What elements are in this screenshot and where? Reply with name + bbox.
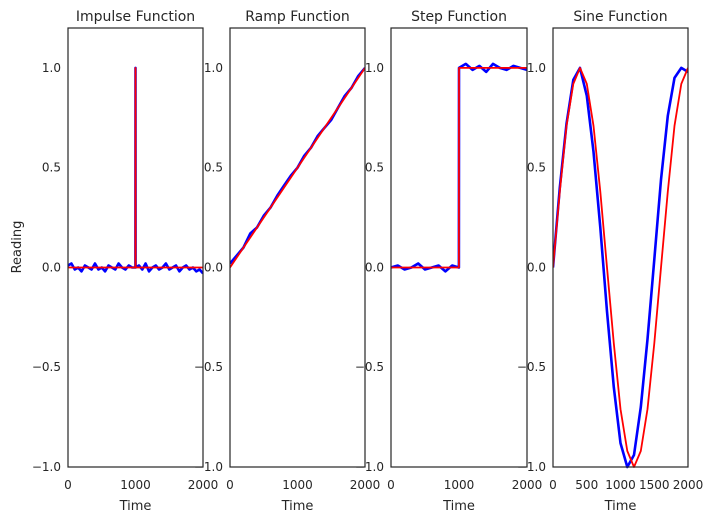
x-tick-label: 0 xyxy=(64,478,72,492)
x-tick-label: 0 xyxy=(549,478,557,492)
y-tick-label: −0.5 xyxy=(194,360,223,374)
x-tick-label: 1500 xyxy=(639,478,670,492)
axes-frame xyxy=(229,27,366,468)
y-tick-label: −0.5 xyxy=(355,360,384,374)
x-tick-label: 1000 xyxy=(605,478,636,492)
subplot-title: Step Function xyxy=(411,9,507,25)
x-axis-label: Time xyxy=(281,499,314,514)
y-tick-label: 0.0 xyxy=(42,260,61,274)
axes-frame xyxy=(67,27,204,468)
plot-lines xyxy=(68,66,203,275)
clean-series-line xyxy=(68,67,203,269)
clean-series-line xyxy=(230,67,365,269)
x-tick-label: 2000 xyxy=(673,478,704,492)
x-axis-label: Time xyxy=(442,499,475,514)
y-tick-label: −1.0 xyxy=(32,460,61,474)
x-tick-label: 1000 xyxy=(120,478,151,492)
axes-frame xyxy=(390,27,528,468)
y-tick-label: 1.0 xyxy=(204,61,223,75)
y-tick-label: 0.0 xyxy=(365,260,384,274)
subplot-2: Ramp Function Time −1.0 −0.5 0.0 0.5 1.0 0 1000 2… xyxy=(194,9,380,514)
x-tick-label: 500 xyxy=(575,478,598,492)
subplot-title: Impulse Function xyxy=(76,9,195,25)
x-tick-label: 0 xyxy=(387,478,395,492)
x-tick-label: 2000 xyxy=(512,478,543,492)
x-tick-label: 0 xyxy=(226,478,234,492)
x-axis-label: Time xyxy=(119,499,152,514)
subplot-4: Sine Function Time −1.0 −0.5 0.0 0.5 1.0 0 500 10… xyxy=(517,9,703,514)
plot-lines xyxy=(230,67,365,269)
x-tick-label: 2000 xyxy=(350,478,381,492)
subplot-3: Step Function Time −1.0 −0.5 0.0 0.5 1.0 0 1000 2… xyxy=(355,9,542,514)
y-tick-label: 0.5 xyxy=(42,161,61,175)
y-tick-label: −1.0 xyxy=(355,460,384,474)
y-tick-label: 1.0 xyxy=(527,61,546,75)
y-tick-label: 1.0 xyxy=(365,61,384,75)
y-tick-label: 1.0 xyxy=(42,61,61,75)
figure-ylabel: Reading xyxy=(10,221,25,274)
subplot-title: Ramp Function xyxy=(245,9,350,25)
clean-series-line xyxy=(391,67,527,269)
plot-lines xyxy=(391,62,527,273)
y-tick-label: −0.5 xyxy=(32,360,61,374)
y-tick-label: −1.0 xyxy=(517,460,546,474)
y-tick-label: 0.0 xyxy=(527,260,546,274)
y-tick-label: 0.5 xyxy=(527,161,546,175)
plot-lines xyxy=(553,66,688,469)
subplot-title: Sine Function xyxy=(573,9,667,25)
x-tick-label: 2000 xyxy=(188,478,219,492)
y-tick-label: 0.0 xyxy=(204,260,223,274)
axes-frame xyxy=(552,27,689,468)
y-tick-label: −1.0 xyxy=(194,460,223,474)
clean-series-line xyxy=(553,67,688,468)
y-tick-label: −0.5 xyxy=(517,360,546,374)
x-tick-label: 1000 xyxy=(444,478,475,492)
subplot-1: Impulse Function Time −1.0 −0.5 0.0 0.5 1.0 0 10… xyxy=(32,9,218,514)
y-tick-label: 0.5 xyxy=(204,161,223,175)
x-tick-label: 1000 xyxy=(282,478,313,492)
x-axis-label: Time xyxy=(604,499,637,514)
noisy-series-line xyxy=(553,66,688,469)
y-tick-label: 0.5 xyxy=(365,161,384,175)
